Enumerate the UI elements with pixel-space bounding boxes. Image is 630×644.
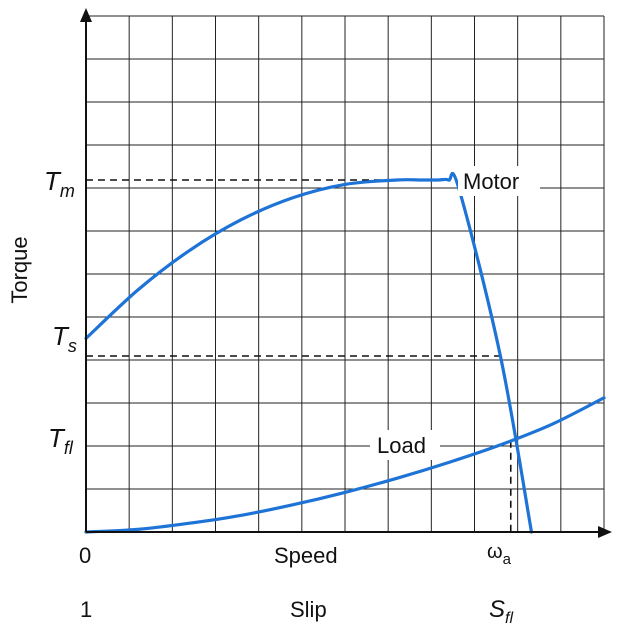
slip-label: Slip [290,597,327,622]
curves [84,171,606,534]
x-axis-label: Speed [274,543,338,568]
load-label-bg [370,430,440,460]
omega-a-label: ωa [487,541,512,568]
guide-lines [86,179,512,532]
grid [86,15,605,532]
x-start-label: 0 [79,543,91,568]
y-marker-tm: Tm [44,166,75,201]
axes [80,8,612,538]
y-marker-tfl: Tfl [48,423,74,458]
motor-label: Motor [463,169,519,194]
load-label: Load [377,433,426,458]
x-axis-arrow-icon [598,526,612,538]
motor-curve [84,171,534,534]
slip-end-label: Sfl [489,596,513,627]
y-axis-arrow-icon [80,8,92,22]
load-curve [84,396,606,534]
y-axis-label: Torque [7,236,32,303]
motor-label-bg [458,166,540,196]
y-marker-ts: Ts [52,321,77,356]
slip-start-label: 1 [80,597,92,622]
